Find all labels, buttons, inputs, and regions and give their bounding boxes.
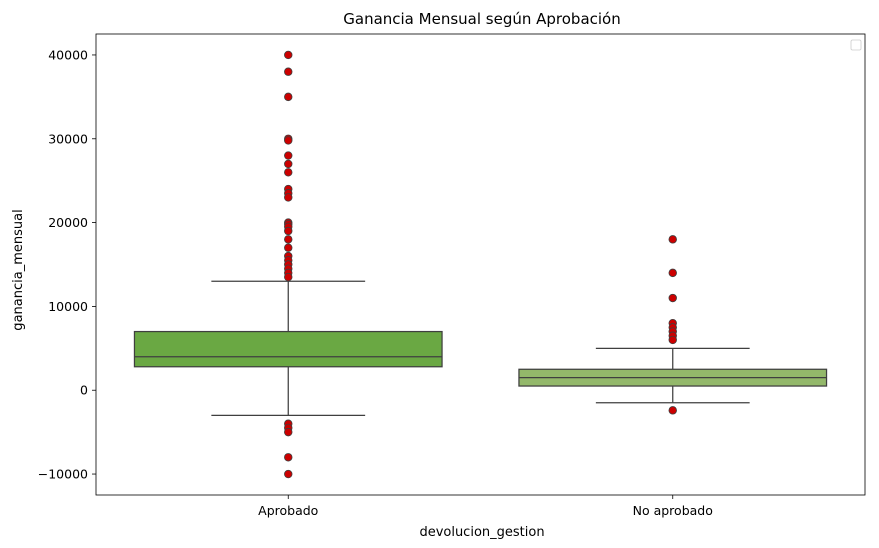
outlier-point [284, 136, 293, 145]
outlier-point [668, 335, 677, 345]
box-group-1 [133, 50, 443, 479]
y-axis: −10000 0 10000 20000 30000 40000 [38, 47, 96, 482]
outlier-point [284, 272, 293, 282]
outlier-point [284, 427, 293, 437]
x-axis-label: devolucion_gestion [419, 525, 544, 540]
outlier-point [284, 159, 293, 169]
y-tick-label: 0 [80, 383, 88, 398]
y-tick-label: 10000 [48, 299, 88, 314]
outlier-point [284, 92, 293, 102]
outlier-point [284, 235, 293, 244]
outlier-point [284, 67, 293, 76]
outlier-point [668, 293, 677, 303]
iqr-box [133, 330, 443, 368]
outlier-point [284, 50, 293, 60]
outlier-point [668, 406, 677, 415]
y-tick-label: 30000 [48, 131, 88, 146]
box-group-2 [518, 235, 828, 415]
outlier-point [668, 235, 677, 244]
outlier-point [284, 469, 293, 479]
outlier-point [668, 268, 677, 278]
x-tick-label: No aprobado [633, 503, 713, 518]
outlier-point [284, 453, 293, 462]
legend-box [850, 39, 862, 51]
outlier-point [284, 226, 293, 236]
outlier-point [284, 168, 293, 177]
legend [850, 39, 862, 51]
plot-frame [95, 33, 866, 496]
y-tick-label: 20000 [48, 215, 88, 230]
outlier-point [284, 151, 293, 160]
chart-title: Ganancia Mensual según Aprobación [343, 10, 620, 28]
outlier-point [284, 193, 293, 202]
outlier-point [284, 243, 293, 252]
y-tick-label: 40000 [48, 47, 88, 62]
y-axis-label: ganancia_mensual [11, 209, 26, 330]
y-tick-label: −10000 [38, 467, 88, 482]
plot-area [133, 50, 828, 479]
x-axis: Aprobado No aprobado [258, 495, 713, 518]
x-tick-label: Aprobado [258, 503, 318, 518]
